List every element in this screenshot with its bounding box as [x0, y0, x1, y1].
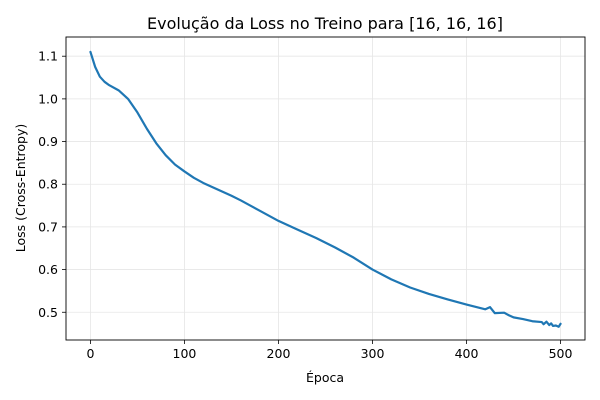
x-tick-label: 500: [549, 346, 573, 361]
axes-frame: [65, 36, 586, 341]
plot-area: [89, 50, 562, 328]
ticks: 0 100 200 300 400 500 0.5 0.6 0.7 0.8 0.9 1.0 1.1: [38, 49, 572, 361]
y-tick-label: 0.6: [38, 262, 58, 277]
y-tick-label: 1.0: [38, 91, 58, 106]
x-tick-label: 300: [361, 346, 385, 361]
y-tick-label: 0.8: [38, 177, 58, 192]
x-tick-label: 200: [267, 346, 291, 361]
y-tick-label: 0.7: [38, 219, 58, 234]
y-tick-label: 0.5: [38, 305, 58, 320]
x-tick-label: 400: [455, 346, 479, 361]
y-tick-label: 0.9: [38, 134, 58, 149]
y-tick-label: 1.1: [38, 49, 58, 64]
x-axis-label: Época: [306, 370, 344, 385]
x-tick-label: 0: [86, 346, 94, 361]
loss-line: [89, 50, 562, 328]
grid: [66, 37, 585, 340]
x-tick-label: 100: [173, 346, 197, 361]
chart-title: Evolução da Loss no Treino para [16, 16,…: [147, 14, 503, 33]
y-axis-label: Loss (Cross-Entropy): [13, 124, 28, 253]
